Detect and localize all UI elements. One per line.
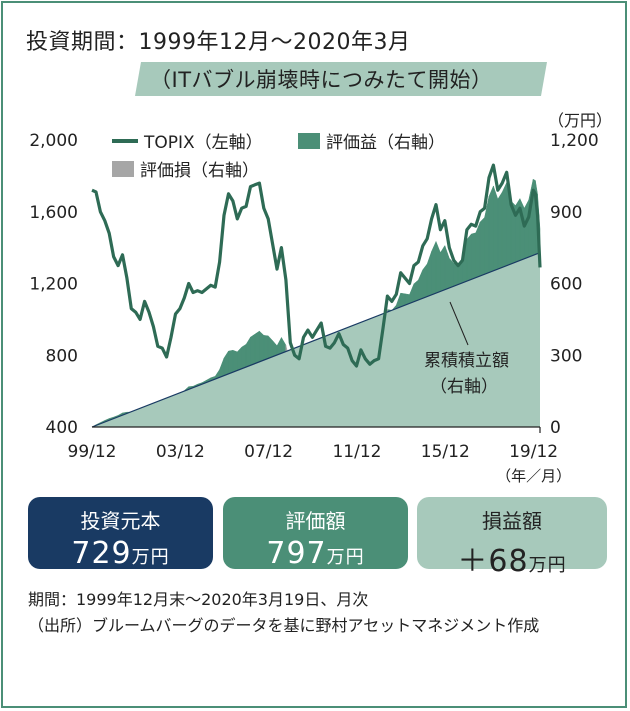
x-tick-1: 03/12	[156, 442, 205, 462]
x-tick-3: 11/12	[332, 442, 381, 462]
legend-topix-swatch	[112, 138, 138, 143]
legend-gain: 評価益（右軸）	[298, 128, 445, 153]
valuation-label: 評価額	[285, 509, 346, 533]
x-tick-5: 19/12	[509, 442, 558, 462]
y-right-tick-3: 300	[550, 346, 582, 366]
profit-label: 損益額	[482, 509, 542, 533]
x-axis-unit: （年／月）	[496, 467, 571, 485]
principal-label: 投資元本	[80, 509, 161, 533]
legend-topix-label: TOPIX（左軸）	[144, 133, 263, 153]
y-right-tick-1: 900	[550, 203, 582, 223]
legend-loss-label: 評価損（右軸）	[140, 161, 259, 181]
footnote-period: 期間：1999年12月末～2020年3月19日、月次	[28, 590, 369, 609]
legend-topix: TOPIX（左軸）	[112, 128, 263, 153]
legend-gain-swatch	[298, 132, 320, 149]
annotation-label-2: （右軸）	[430, 377, 498, 397]
chart-subtitle: （ITバブル崩壊時につみたて開始）	[150, 68, 493, 92]
annotation-label-1: 累積積立額	[424, 351, 509, 371]
y-left-tick-2: 1,200	[29, 275, 78, 295]
principal-value: 729万円	[71, 536, 170, 571]
profit-value: ＋68万円	[457, 544, 567, 579]
right-axis-unit: （万円）	[548, 111, 613, 130]
y-left-tick-1: 1,600	[29, 203, 78, 223]
y-left-tick-4: 400	[46, 418, 78, 438]
x-tick-2: 07/12	[244, 442, 293, 462]
x-tick-0: 99/12	[68, 442, 117, 462]
legend-loss-swatch	[112, 160, 134, 177]
y-left-tick-3: 800	[46, 346, 78, 366]
x-tick-4: 15/12	[421, 442, 470, 462]
topix-line	[91, 163, 542, 368]
footnote-source: （出所）ブルームバーグのデータを基に野村アセットマネジメント作成	[28, 616, 540, 635]
profit-box: 損益額 ＋68万円	[417, 497, 607, 579]
y-left-tick-0: 2,000	[29, 131, 78, 151]
valuation-box: 評価額 797万円	[223, 497, 408, 571]
y-right-tick-2: 600	[550, 275, 582, 295]
principal-box: 投資元本 729万円	[28, 497, 213, 571]
valuation-value: 797万円	[266, 536, 365, 571]
legend-loss: 評価損（右軸）	[112, 156, 259, 181]
cumulative-line	[91, 252, 541, 428]
annotation-leader	[449, 301, 469, 346]
chart-title: 投資期間：1999年12月～2020年3月	[26, 30, 411, 55]
legend-gain-label: 評価益（右軸）	[326, 133, 445, 153]
y-right-tick-4: 0	[550, 418, 561, 438]
y-right-tick-0: 1,200	[550, 131, 599, 151]
